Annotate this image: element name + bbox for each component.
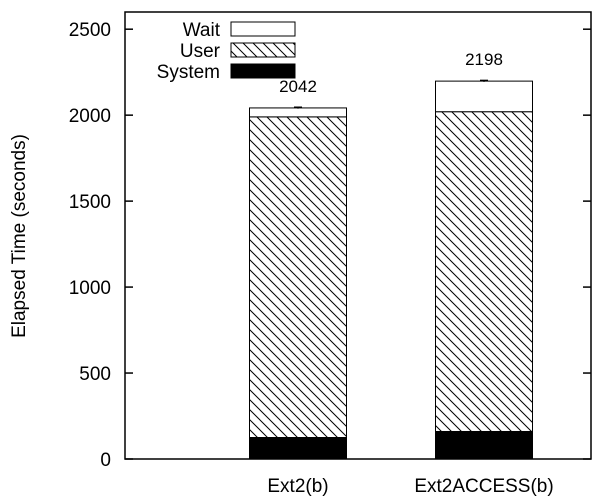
y-tick-label: 2000 [69,106,111,127]
x-axis: Ext2(b) Ext2ACCESS(b) [267,476,553,497]
y-axis: 0 500 1000 1500 2000 2500 [69,20,591,471]
bar-user-ext2-b [249,116,347,439]
y-tick-label: 1000 [69,278,111,299]
legend-label-system: System [157,62,220,83]
legend-swatch-system [230,63,296,79]
y-tick-label: 500 [79,364,111,385]
y-axis-title: Elapsed Time (seconds) [9,134,30,338]
bar-wait-ext2-b [249,107,347,118]
legend-swatch-user [230,42,296,58]
x-tick-label: Ext2ACCESS(b) [414,476,553,497]
y-tick-label: 0 [100,450,111,471]
bar-system-ext2-b [249,437,347,460]
bar-wait-ext2access-b [435,80,533,113]
total-label-ext2-b: 2042 [279,77,317,96]
bars: 2042 2198 [249,50,533,460]
total-label-ext2access-b: 2198 [465,50,503,69]
y-tick-label: 1500 [69,192,111,213]
x-tick-label: Ext2(b) [267,476,328,497]
bar-system-ext2access-b [435,430,533,460]
bar-user-ext2access-b [435,111,533,432]
legend-swatch-wait [230,21,296,37]
legend-label-wait: Wait [183,20,221,41]
plot-frame [124,11,592,460]
y-tick-label: 2500 [69,20,111,41]
legend-label-user: User [180,41,221,62]
